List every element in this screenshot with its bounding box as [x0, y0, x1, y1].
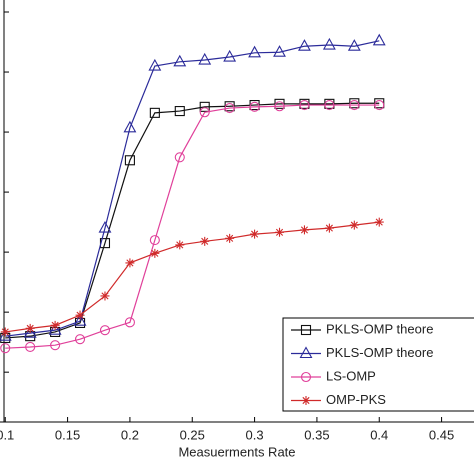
marker: [199, 101, 210, 112]
marker: [25, 323, 35, 333]
marker: [23, 326, 37, 338]
marker: [374, 217, 384, 227]
marker: [198, 52, 212, 65]
marker: [149, 235, 160, 246]
legend-label: OMP-PKS: [326, 392, 386, 407]
marker: [200, 236, 210, 246]
x-tick-label: 0.25: [180, 427, 205, 442]
marker: [124, 317, 135, 328]
marker: [100, 291, 110, 301]
marker: [150, 248, 160, 258]
marker: [250, 229, 260, 239]
marker: [349, 99, 360, 111]
marker: [50, 320, 60, 330]
x-tick-label: 0.3: [246, 427, 264, 442]
marker: [123, 120, 137, 133]
x-axis-label: Measuerments Rate: [178, 444, 295, 459]
series-line: [5, 221, 380, 333]
x-tick-label: 0.4: [370, 427, 388, 442]
marker: [249, 101, 260, 112]
marker: [124, 155, 135, 166]
x-tick-label: 0.15: [55, 427, 80, 442]
marker: [75, 310, 85, 320]
marker: [324, 99, 335, 111]
marker: [0, 343, 11, 354]
marker: [173, 54, 187, 67]
marker: [274, 101, 285, 112]
marker: [223, 49, 237, 62]
marker: [372, 33, 386, 46]
marker: [300, 371, 312, 383]
marker: [174, 106, 185, 117]
marker: [175, 240, 185, 250]
marker: [0, 327, 10, 337]
x-tick-label: 0.1: [0, 427, 14, 442]
marker: [248, 45, 262, 58]
marker: [225, 233, 235, 243]
marker: [224, 103, 235, 114]
x-tick-label: 0.45: [429, 427, 454, 442]
marker: [273, 45, 286, 57]
marker: [299, 346, 313, 359]
legend-box: [282, 317, 474, 412]
marker: [300, 324, 312, 336]
marker: [322, 37, 336, 50]
legend-label: PKLS-OMP theore: [326, 345, 433, 360]
marker: [99, 325, 111, 336]
marker: [374, 99, 385, 111]
x-tick-label: 0.2: [121, 427, 139, 442]
marker: [298, 39, 311, 51]
legend-label: LS-OMP: [326, 368, 376, 383]
marker: [347, 39, 361, 51]
marker: [299, 99, 310, 111]
marker: [274, 98, 285, 109]
marker: [324, 223, 334, 233]
legend-label: PKLS-OMP theore: [326, 321, 433, 336]
marker: [199, 107, 210, 118]
marker: [299, 225, 309, 235]
marker: [125, 258, 135, 268]
series-line: [5, 102, 380, 339]
marker: [25, 341, 36, 353]
marker: [301, 396, 311, 405]
marker: [48, 323, 62, 335]
marker: [73, 314, 87, 326]
x-tick-label: 0.35: [304, 427, 329, 442]
marker: [174, 152, 185, 163]
marker: [149, 107, 160, 118]
marker: [74, 334, 86, 345]
series-line: [5, 40, 380, 337]
marker: [275, 227, 285, 237]
marker: [148, 58, 162, 71]
marker: [349, 220, 359, 230]
series-line: [5, 104, 380, 349]
marker: [98, 220, 112, 233]
marker: [50, 340, 61, 351]
